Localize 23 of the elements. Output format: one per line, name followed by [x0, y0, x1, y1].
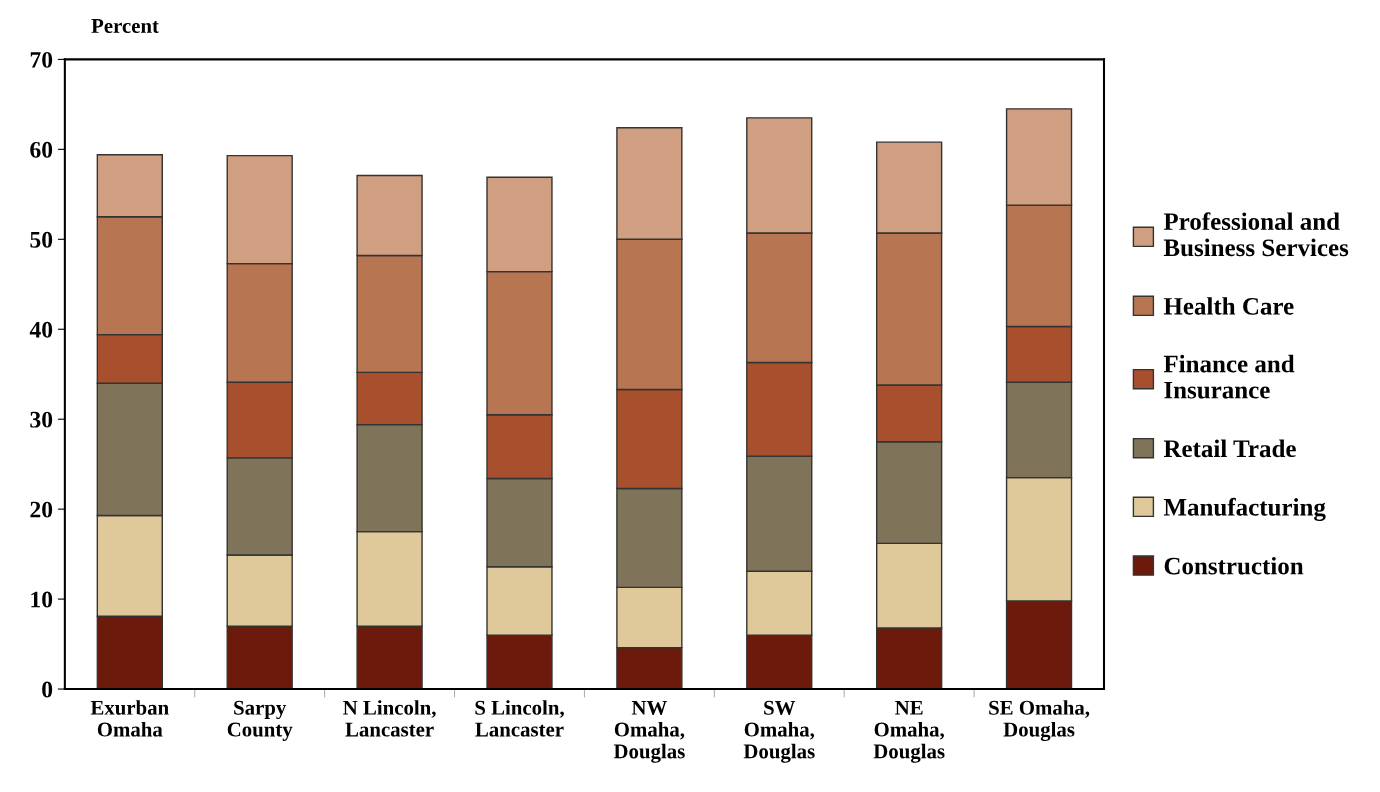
legend-label: Manufacturing [1163, 497, 1326, 521]
y-tick-label: 0 [42, 681, 53, 698]
legend-label: Retail Trade [1163, 439, 1296, 458]
y-tick-label: 30 [30, 411, 53, 428]
x-tick-label: S Lincoln, Lancaster [475, 700, 564, 737]
legend-label: Finance and Insurance [1163, 354, 1295, 399]
y-tick-label: 10 [31, 591, 53, 608]
legend-label: Professional and Business Services [1163, 212, 1349, 257]
y-tick-label: 50 [30, 231, 53, 248]
x-tick-label: Sarpy County [227, 700, 293, 741]
x-tick-label: NE Omaha, Douglas [873, 700, 945, 763]
x-tick-label: Exurban Omaha [90, 700, 169, 737]
x-tick-label: SW Omaha, Douglas [743, 700, 815, 763]
y-tick-label: 40 [29, 321, 53, 338]
x-tick-label: NW Omaha, Douglas [613, 700, 685, 763]
x-tick-label: N Lincoln, Lancaster [343, 700, 436, 737]
y-axis-title: Percent [91, 19, 159, 33]
legend-label: Construction [1164, 556, 1304, 575]
x-tick-label: SE Omaha, Douglas [989, 700, 1090, 741]
y-tick-label: 60 [30, 141, 53, 158]
legend-label: Health Care [1163, 297, 1294, 315]
y-tick-label: 70 [30, 51, 53, 68]
y-tick-label: 20 [30, 501, 53, 518]
